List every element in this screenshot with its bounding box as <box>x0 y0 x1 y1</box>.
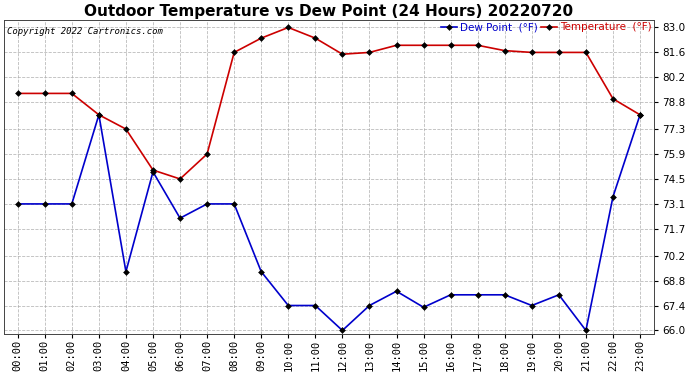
Title: Outdoor Temperature vs Dew Point (24 Hours) 20220720: Outdoor Temperature vs Dew Point (24 Hou… <box>84 4 573 19</box>
Legend: Dew Point  (°F), Temperature  (°F): Dew Point (°F), Temperature (°F) <box>442 22 651 32</box>
Text: Copyright 2022 Cartronics.com: Copyright 2022 Cartronics.com <box>8 27 164 36</box>
